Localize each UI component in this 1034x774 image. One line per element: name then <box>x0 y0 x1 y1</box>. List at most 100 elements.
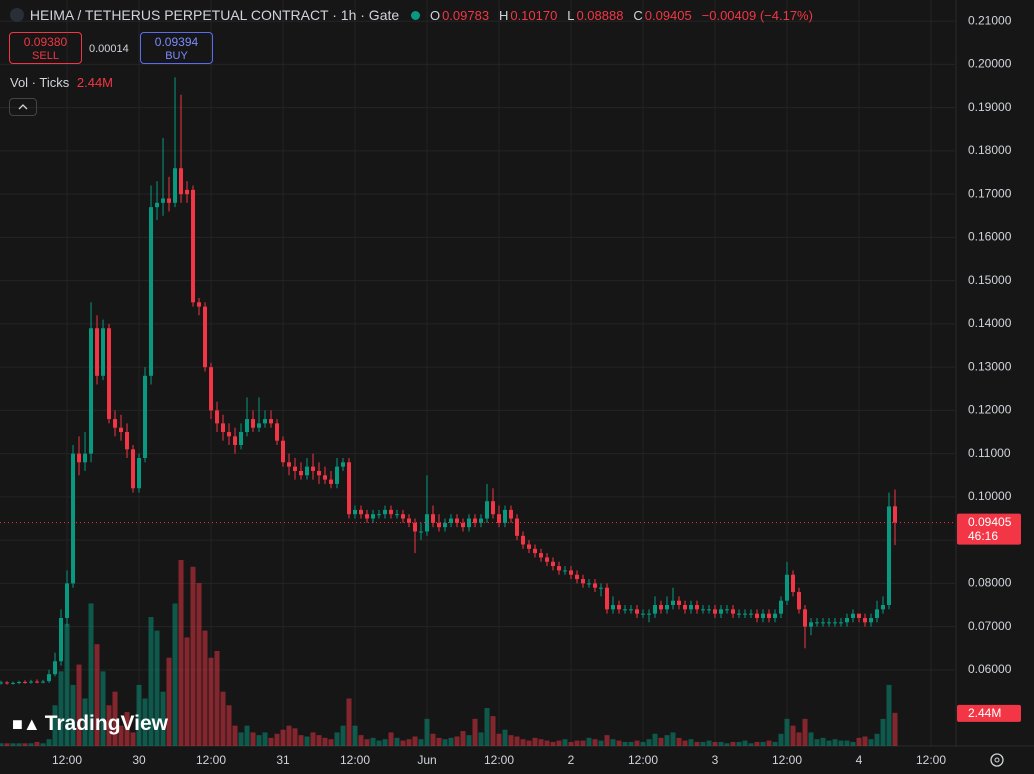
candle-body <box>503 509 508 523</box>
volume-bar <box>652 733 658 746</box>
buy-button[interactable]: 0.09394 BUY <box>140 32 213 64</box>
candle-body <box>437 522 442 528</box>
volume-bar <box>208 657 214 746</box>
candle-body <box>59 617 64 662</box>
candle-body <box>149 207 154 376</box>
x-tick-label: 12:00 <box>196 753 226 767</box>
candle-body <box>227 432 232 437</box>
volume-bar <box>892 712 898 746</box>
volume-bar <box>184 637 190 746</box>
candle-body <box>473 518 478 523</box>
candle-body <box>401 514 406 519</box>
volume-bar <box>292 728 298 746</box>
candle-body <box>221 423 226 433</box>
candle-body <box>419 531 424 533</box>
volume-bar <box>454 736 460 746</box>
candle-body <box>569 570 574 575</box>
candle-body <box>701 609 706 611</box>
chart-title[interactable]: HEIMA / TETHERUS PERPETUAL CONTRACT · 1h… <box>29 7 400 23</box>
volume-bar <box>862 736 868 746</box>
volume-bar <box>466 735 472 746</box>
volume-bar <box>598 740 604 746</box>
volume-bar <box>334 732 340 746</box>
candle-body <box>431 514 436 523</box>
collapse-button[interactable] <box>9 98 37 116</box>
candle-body <box>245 419 250 433</box>
candle-body <box>323 475 328 480</box>
volume-bar <box>814 739 820 746</box>
ohlc-label: O <box>429 8 441 23</box>
volume-bar <box>502 729 508 746</box>
volume-bar <box>850 741 856 746</box>
candle-body <box>83 453 88 463</box>
candle-body <box>173 168 178 203</box>
volume-bar <box>586 737 592 746</box>
candle-body <box>659 605 664 610</box>
volume-bar <box>298 735 304 746</box>
candle-body <box>143 375 148 458</box>
sell-button[interactable]: 0.09380 SELL <box>9 32 82 64</box>
candle-body <box>617 605 622 610</box>
candle-body <box>737 613 742 615</box>
candle-body <box>125 432 130 450</box>
candle-body <box>635 609 640 614</box>
y-tick-label: 0.06000 <box>968 662 1012 676</box>
volume-bar <box>244 725 250 746</box>
ohlc-value: 0.09405 <box>644 8 692 23</box>
candle-body <box>257 423 262 428</box>
buy-price: 0.09394 <box>154 35 199 49</box>
candle-body <box>533 548 538 554</box>
status-dot <box>411 11 421 20</box>
candle-body <box>461 522 466 528</box>
y-tick-label: 0.18000 <box>968 143 1012 157</box>
y-tick-label: 0.19000 <box>968 100 1012 114</box>
candle-body <box>65 583 70 618</box>
candle-body <box>347 462 352 515</box>
candle-body <box>71 453 76 584</box>
candle-body <box>215 410 220 424</box>
candle-body <box>863 617 868 623</box>
y-tick-label: 0.07000 <box>968 619 1012 633</box>
candle-body <box>365 514 370 519</box>
volume-bar <box>322 737 328 746</box>
volume-bar <box>490 716 496 746</box>
candle-body <box>107 328 112 420</box>
volume-bar <box>514 736 520 746</box>
candle-body <box>317 470 322 476</box>
watermark-text: TradingView <box>44 712 169 735</box>
volume-bar <box>610 739 616 746</box>
volume-bar <box>430 733 436 746</box>
volume-bar <box>376 740 382 746</box>
candle-body <box>359 509 364 515</box>
candle-body <box>731 609 736 614</box>
volume-bar <box>0 743 4 746</box>
watermark: ■▲ TradingView <box>12 712 169 735</box>
volume-bar <box>448 737 454 746</box>
x-tick-label: 12:00 <box>484 753 514 767</box>
volume-bar <box>808 732 814 746</box>
symbol-icon <box>10 8 24 22</box>
volume-bar <box>574 740 580 746</box>
volume-bar <box>178 560 184 746</box>
volume-bar <box>748 743 754 746</box>
candle-body <box>353 509 358 515</box>
volume-bar <box>262 732 268 746</box>
volume-bar <box>412 736 418 746</box>
last-price-label: 0.09405 <box>968 515 1012 529</box>
candle-body <box>839 622 844 624</box>
volume-bar <box>238 732 244 746</box>
volume-bar <box>694 741 700 746</box>
candle-body <box>869 617 874 623</box>
settings-icon[interactable] <box>988 751 1006 769</box>
volume-bar <box>40 743 46 746</box>
candle-body <box>311 466 316 471</box>
volume-bar <box>844 740 850 746</box>
candle-body <box>581 579 586 584</box>
chevron-icon <box>18 104 28 110</box>
candle-body <box>233 436 238 446</box>
candle-body <box>515 518 520 536</box>
candle-body <box>539 553 544 558</box>
candle-body <box>695 605 700 610</box>
candle-body <box>263 419 268 424</box>
volume-bar <box>406 739 412 746</box>
